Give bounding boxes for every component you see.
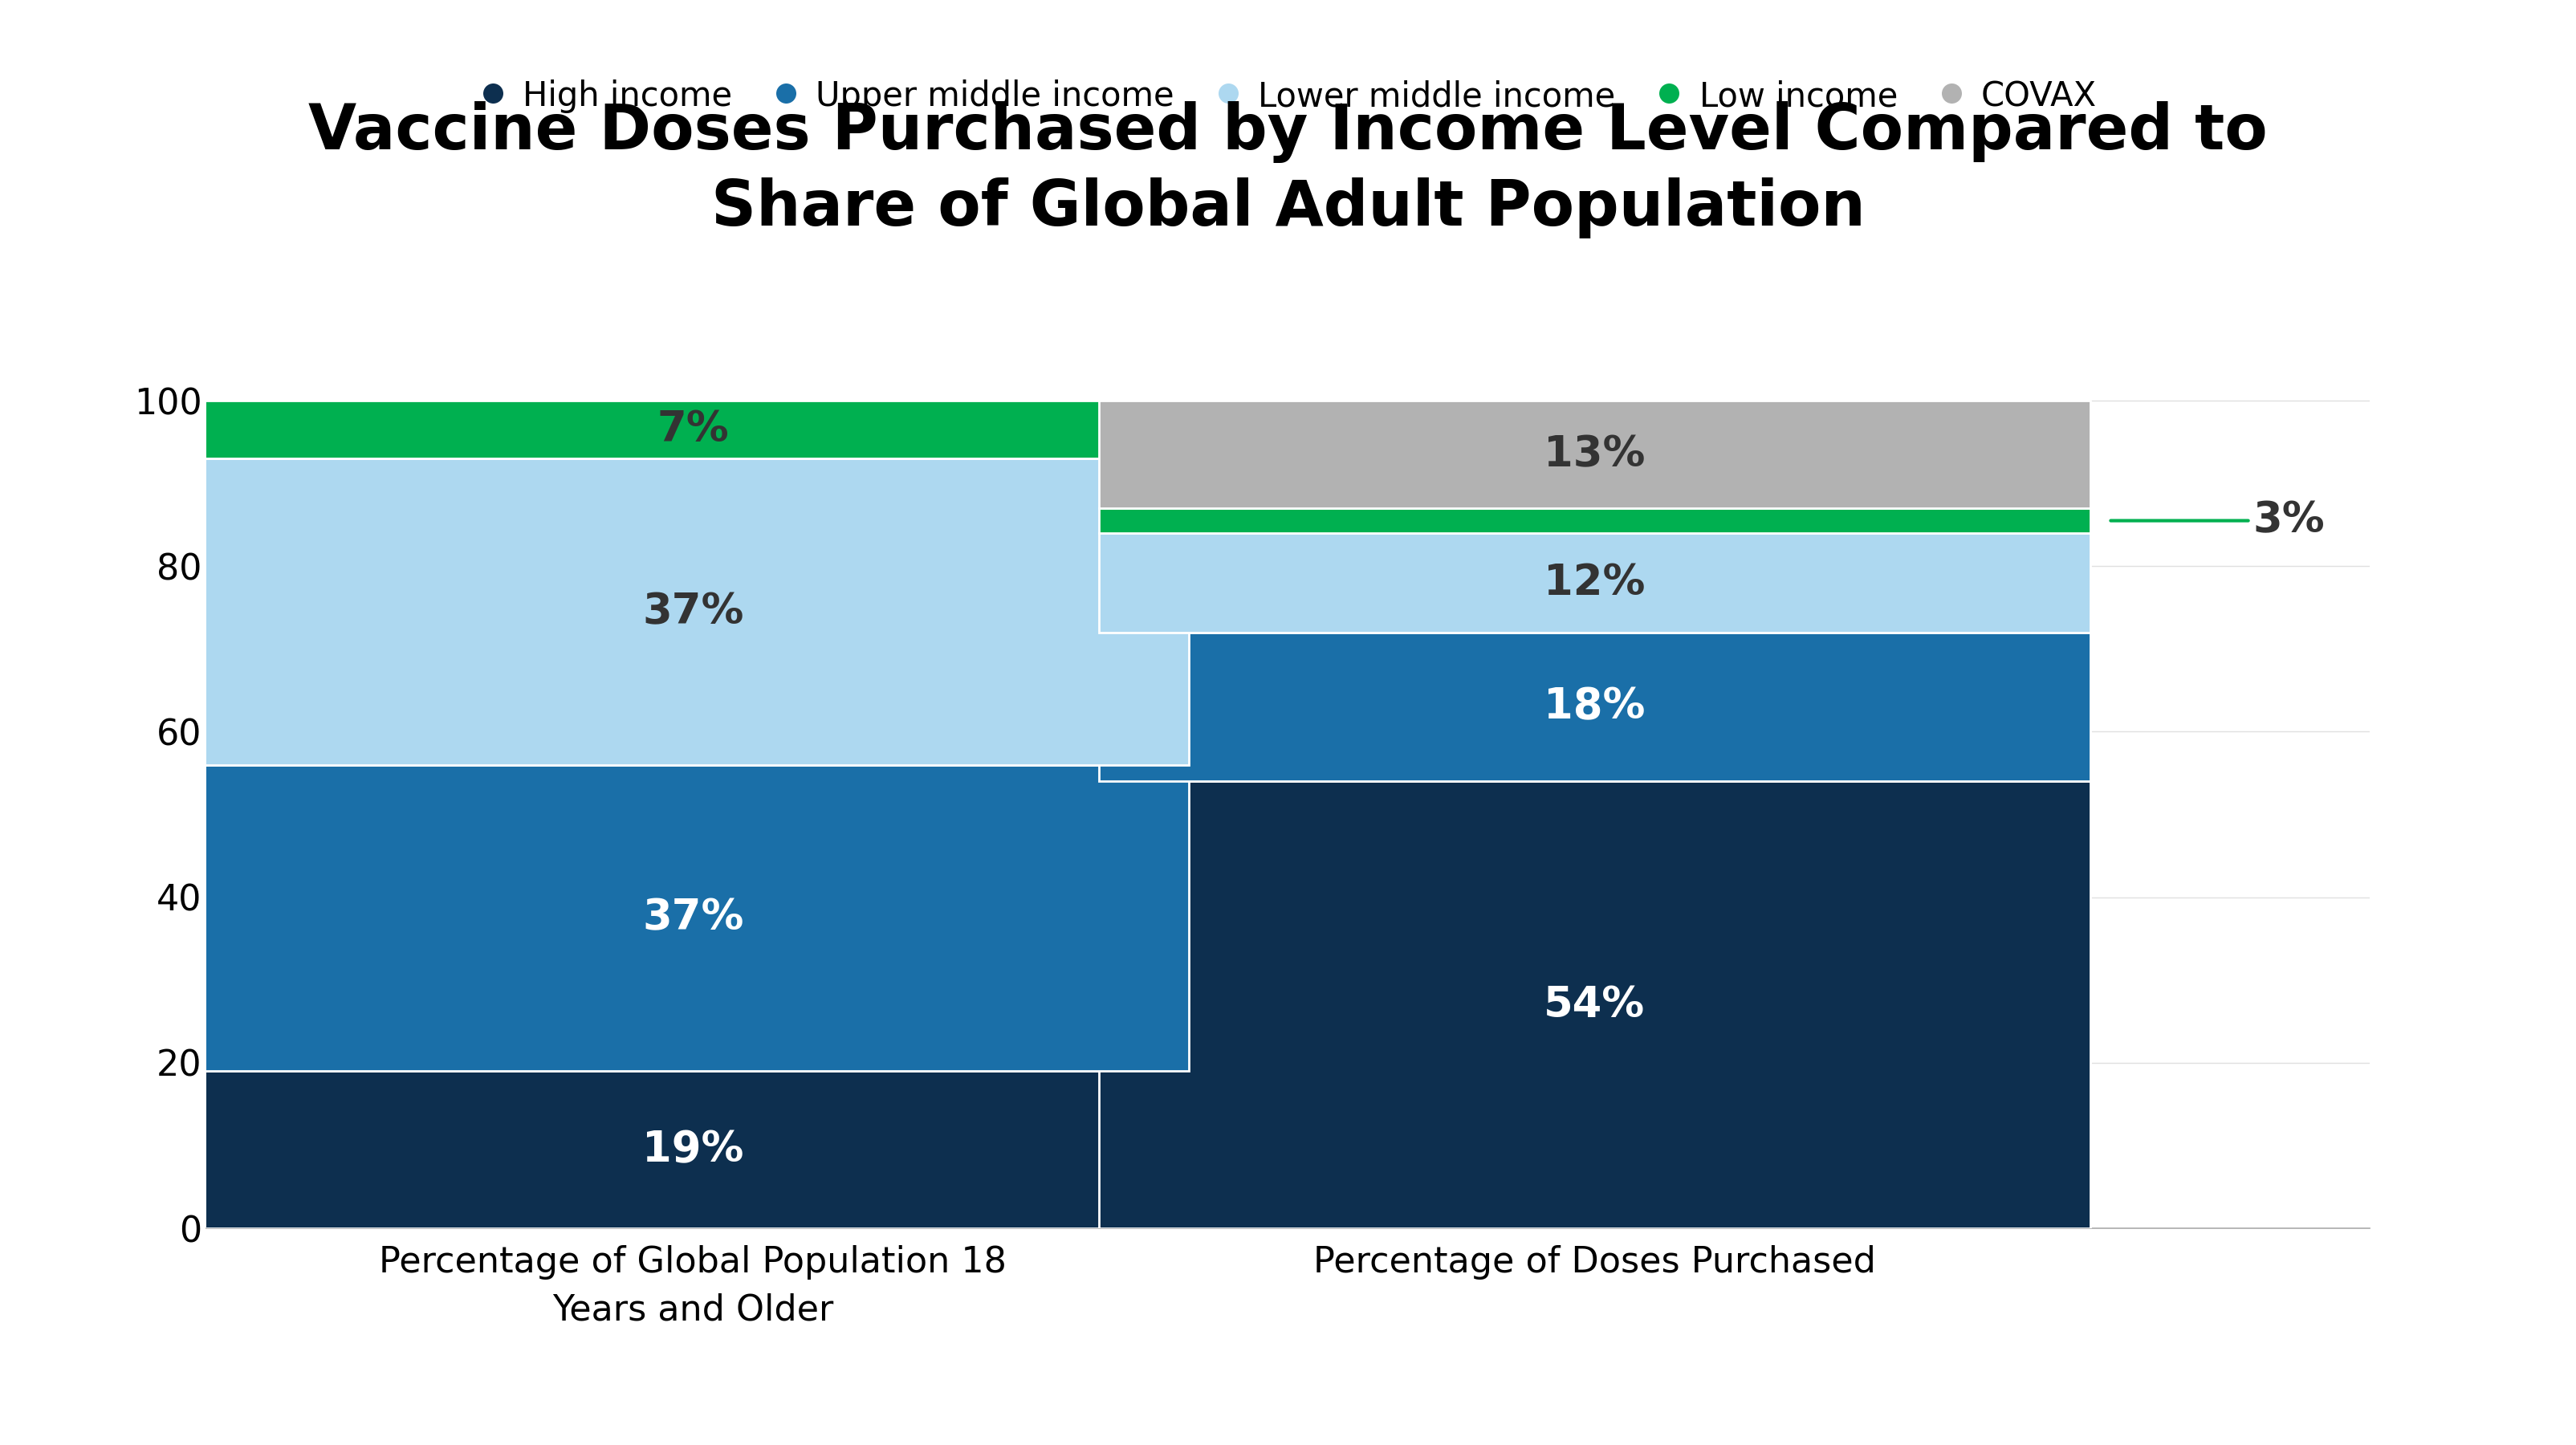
Bar	[196, 400, 1190, 458]
Text: 37%: 37%	[641, 591, 744, 633]
Bar	[196, 458, 1190, 764]
Text: 12%: 12%	[1543, 562, 1646, 604]
Text: 19%: 19%	[641, 1129, 744, 1170]
Text: 54%: 54%	[1543, 984, 1646, 1026]
Bar	[196, 764, 1190, 1071]
Text: 7%: 7%	[657, 409, 729, 451]
Text: 37%: 37%	[641, 897, 744, 939]
Text: 13%: 13%	[1543, 434, 1646, 475]
Legend: High income, Upper middle income, Lower middle income, Low income, COVAX: High income, Upper middle income, Lower …	[479, 79, 2097, 114]
Bar	[1097, 782, 2089, 1228]
Bar	[1097, 400, 2089, 509]
Bar	[1097, 633, 2089, 782]
Bar	[1097, 509, 2089, 533]
Text: Vaccine Doses Purchased by Income Level Compared to
Share of Global Adult Popula: Vaccine Doses Purchased by Income Level …	[309, 101, 2267, 238]
Text: 18%: 18%	[1543, 686, 1646, 728]
Text: 3%: 3%	[2110, 500, 2324, 542]
Bar	[1097, 533, 2089, 633]
Bar	[196, 1071, 1190, 1228]
